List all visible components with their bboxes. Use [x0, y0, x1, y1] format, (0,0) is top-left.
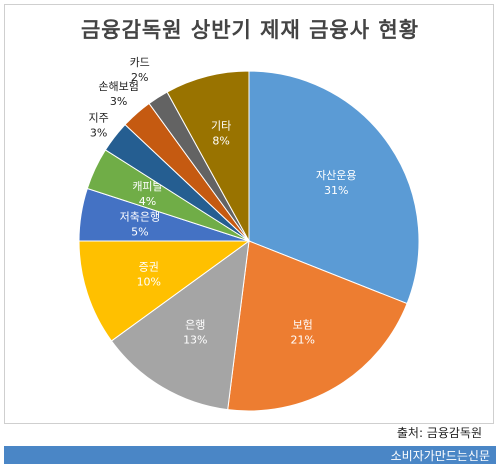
slice-category-label-4: 저축은행 [120, 211, 160, 224]
slice-value-label-0: 31% [324, 184, 348, 197]
source-label: 출처: 금융감독원 [396, 426, 482, 440]
slice-value-label-4: 5% [131, 226, 148, 239]
slice-value-label-3: 10% [137, 276, 161, 289]
pie-slice-2 [110, 239, 250, 411]
slice-category-label-0: 자산운용 [316, 169, 356, 182]
pie-slice-3 [78, 240, 251, 342]
slice-category-label-9: 기타 [211, 119, 231, 132]
slice-value-label-8: 2% [131, 71, 148, 84]
pie-chart: 자산운용31%보험21%은행13%증권10%저축은행5%캐피탈4%지주3%손해보… [78, 56, 420, 412]
slice-value-label-6: 3% [90, 126, 107, 139]
slice-value-label-2: 13% [183, 334, 207, 347]
pie-slice-9 [166, 70, 250, 242]
slice-value-label-7: 3% [110, 95, 127, 108]
pie-slice-1 [227, 240, 408, 412]
pie-slice-0 [248, 70, 420, 305]
slice-category-label-8: 카드 [130, 56, 150, 69]
footer-bar: 소비자가만드는신문 [4, 446, 496, 464]
slice-value-label-5: 4% [139, 195, 156, 208]
slice-category-label-6: 지주 [88, 111, 108, 124]
footer-brand-text: 소비자가만드는신문 [390, 449, 490, 463]
slice-category-label-2: 은행 [185, 319, 205, 332]
slice-value-label-1: 21% [290, 334, 314, 347]
slice-category-label-1: 보험 [293, 319, 313, 332]
slice-category-label-5: 캐피탈 [132, 180, 162, 193]
chart-title: 금융감독원 상반기 제재 금융사 현황 [80, 18, 420, 42]
slice-category-label-3: 증권 [139, 261, 159, 274]
slice-category-label-7: 손해보험 [98, 79, 138, 93]
slice-value-label-9: 8% [212, 134, 229, 147]
